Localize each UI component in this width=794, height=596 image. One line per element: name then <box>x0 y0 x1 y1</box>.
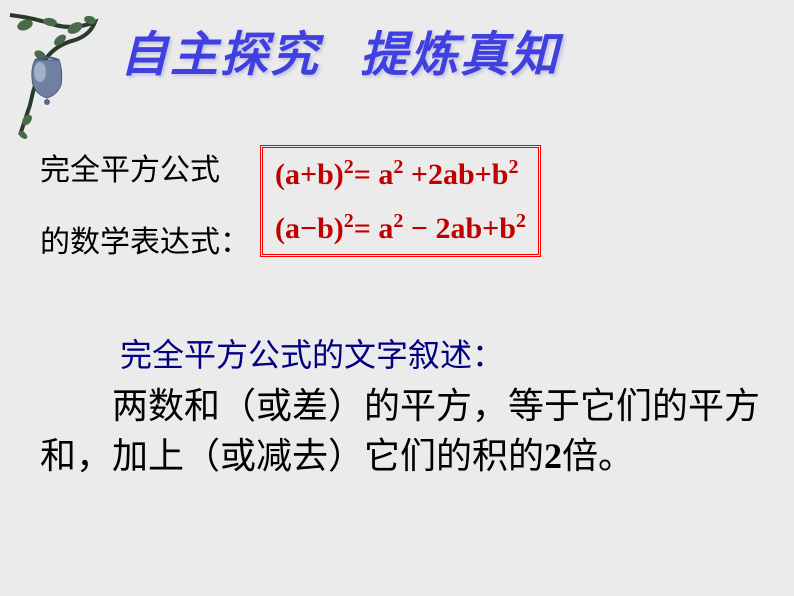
slide-title: 自主探究 提炼真知 <box>120 15 560 85</box>
corner-decoration <box>5 10 105 140</box>
description-label: 完全平方公式的文字叙述： <box>120 330 760 376</box>
title-part2: 提炼真知 <box>360 15 560 85</box>
formula-label-column: 完全平方公式 的数学表达式： <box>40 145 250 261</box>
formula-box: (a+b)2= a2 +2ab+b2 (a−b)2= a2 − 2ab+b2 <box>260 145 541 257</box>
formula-label-2: 的数学表达式： <box>40 217 250 261</box>
formula-label-1: 完全平方公式 <box>40 145 250 189</box>
description-section: 完全平方公式的文字叙述： 两数和（或差）的平方，等于它们的平方和，加上（或减去）… <box>40 330 760 482</box>
description-text: 两数和（或差）的平方，等于它们的平方和，加上（或减去）它们的积的2倍。 <box>40 381 760 482</box>
formula-2: (a−b)2= a2 − 2ab+b2 <box>275 210 526 246</box>
formula-section: 完全平方公式 的数学表达式： (a+b)2= a2 +2ab+b2 (a−b)2… <box>40 145 541 261</box>
formula-1: (a+b)2= a2 +2ab+b2 <box>275 156 526 192</box>
title-part1: 自主探究 <box>120 15 320 85</box>
